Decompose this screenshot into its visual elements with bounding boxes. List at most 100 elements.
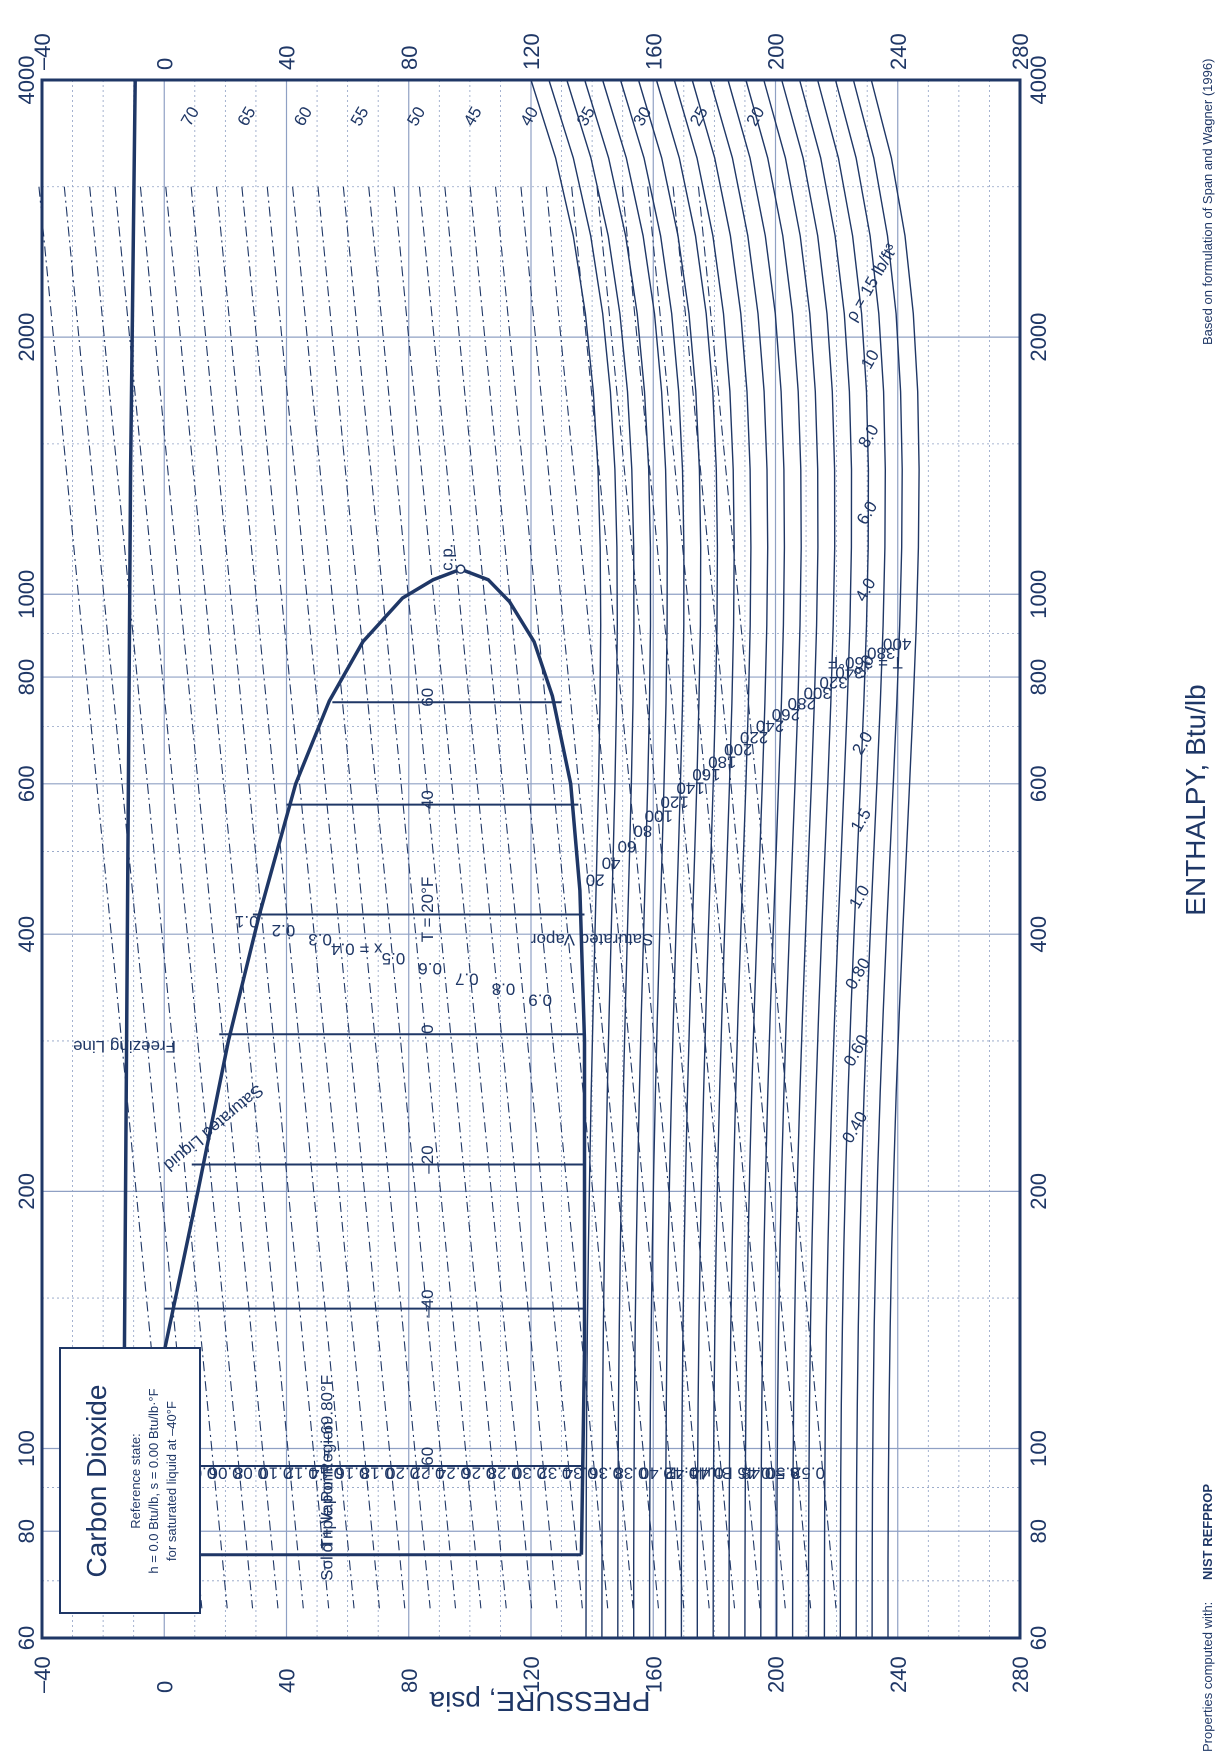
isotherm-label: 0 xyxy=(418,1024,437,1033)
enthalpy-tick-label: 80 xyxy=(397,46,422,70)
isotherm-label: 60 xyxy=(418,688,437,707)
plot-border xyxy=(40,78,1022,1640)
pressure-tick-label: 4000 xyxy=(1026,56,1051,105)
density-label: 60 xyxy=(290,103,316,129)
isotherm-label: T = 20°F xyxy=(418,877,437,943)
isentrope-label: 0.12 xyxy=(285,1464,318,1483)
isotherm-label: 40 xyxy=(418,790,437,809)
vapor-isotherm-label: 100 xyxy=(645,807,673,826)
isentrope-label: 0.34 xyxy=(564,1464,597,1483)
saturated-liquid-label: Saturated Liquid xyxy=(160,1081,267,1175)
vapor-isotherm xyxy=(673,79,735,1638)
enthalpy-tick-label: 160 xyxy=(641,1656,666,1693)
enthalpy-tick-label: 80 xyxy=(397,1669,422,1693)
pressure-tick-label: 2000 xyxy=(1026,313,1051,362)
isentrope-label: 0.06 xyxy=(209,1464,242,1483)
vapor-isotherm xyxy=(691,79,752,1639)
pressure-tick-label: 80 xyxy=(1026,1519,1051,1543)
pressure-tick-label: 2000 xyxy=(14,313,39,362)
isentrope-line xyxy=(647,186,786,1609)
enthalpy-tick-label: 240 xyxy=(886,1656,911,1693)
isentrope-label: 0.28 xyxy=(488,1464,521,1483)
triple-point-label: Triple Point = –69.80°F xyxy=(317,1375,336,1549)
isentrope-label: 0.40 xyxy=(640,1464,673,1483)
density-label: 2.0 xyxy=(848,728,876,758)
isentrope-line xyxy=(520,186,659,1609)
pressure-tick-label: 200 xyxy=(14,1173,39,1210)
isentrope-line xyxy=(469,186,609,1609)
freezing-line-label: Freezing Line xyxy=(73,1037,176,1056)
vapor-isotherm-label: 140 xyxy=(676,779,704,798)
isotherm-label: –20 xyxy=(418,1145,437,1173)
pressure-tick-label: 100 xyxy=(14,1430,39,1467)
isentrope-line xyxy=(215,186,355,1609)
vapor-isotherm xyxy=(709,79,769,1639)
chart-title: Carbon Dioxide xyxy=(81,1385,112,1578)
isentrope-label: 0.30 xyxy=(513,1464,546,1483)
isentrope-line xyxy=(672,186,812,1609)
vapor-isotherm xyxy=(745,79,802,1639)
density-label: 0.40 xyxy=(838,1108,871,1146)
isentrope-label: 0.08 xyxy=(234,1464,267,1483)
isentrope-label: s = 0.46 Btu/lb·°F xyxy=(666,1464,798,1483)
vapor-isotherm xyxy=(727,79,786,1639)
saturated-vapor-line xyxy=(460,567,587,1555)
vapor-isotherm-label: 220 xyxy=(740,728,768,747)
isentrope-label: 0.26 xyxy=(462,1464,495,1483)
vapor-isotherm-label: 180 xyxy=(708,752,736,771)
isentrope-label: 0.22 xyxy=(411,1464,444,1483)
vapor-isotherm xyxy=(834,79,887,1639)
density-label: 70 xyxy=(177,103,203,129)
density-label: 4.0 xyxy=(851,575,879,605)
isentrope-line xyxy=(418,186,558,1609)
isentrope-line xyxy=(139,186,279,1609)
enthalpy-tick-label: 120 xyxy=(519,1656,544,1693)
vapor-isotherm-label: 380 xyxy=(867,644,895,663)
isentrope-line xyxy=(317,186,457,1609)
isentrope-line xyxy=(697,186,837,1609)
density-label: 25 xyxy=(686,103,712,129)
isentrope-line xyxy=(241,186,380,1609)
quality-label: x = 0.4 xyxy=(331,940,383,959)
quality-label: 0.2 xyxy=(272,921,296,940)
quality-label: 0.3 xyxy=(308,930,332,949)
enthalpy-tick-label: 0 xyxy=(152,1681,177,1693)
isentrope-line xyxy=(444,186,583,1609)
isentrope-label: 0.38 xyxy=(614,1464,647,1483)
pressure-tick-label: 200 xyxy=(1026,1173,1051,1210)
vapor-isotherm-label: 80 xyxy=(633,822,652,841)
enthalpy-tick-label: 40 xyxy=(275,1669,300,1693)
pressure-tick-label: 4000 xyxy=(14,56,39,105)
isentrope-label: 0.42 xyxy=(665,1464,698,1483)
isentrope-label: 0.24 xyxy=(437,1464,470,1483)
vapor-isotherm xyxy=(548,79,619,1639)
density-label: 45 xyxy=(460,103,486,129)
source-note: Based on formulation of Span and Wagner … xyxy=(1200,59,1215,345)
pressure-tick-label: 600 xyxy=(1026,765,1051,802)
vapor-isotherm xyxy=(530,79,602,1639)
pressure-tick-label: 80 xyxy=(14,1519,39,1543)
enthalpy-tick-label: 120 xyxy=(519,33,544,70)
vapor-isotherm xyxy=(852,79,903,1639)
vapor-isotherm-label: T = 360°F xyxy=(828,653,903,672)
quality-label: 0.9 xyxy=(528,991,552,1010)
vapor-isotherm xyxy=(619,79,685,1638)
pressure-tick-label: 100 xyxy=(1026,1430,1051,1467)
pressure-tick-label: 400 xyxy=(14,916,39,953)
critical-point-marker xyxy=(455,564,466,574)
vapor-isotherm-label: 20 xyxy=(586,870,605,889)
isentrope-line xyxy=(266,186,406,1609)
solid-vapor-region-label: Solid + Vapor Region xyxy=(317,1421,336,1581)
pressure-tick-label: 60 xyxy=(14,1626,39,1650)
quality-label: 0.1 xyxy=(235,912,259,931)
x-axis-title: PRESSURE, psia xyxy=(429,1686,650,1717)
isentrope-line xyxy=(190,186,330,1609)
vapor-isotherm xyxy=(798,79,853,1639)
isentrope-label: 0.32 xyxy=(538,1464,571,1483)
computed-with-note: Properties computed with: xyxy=(1200,1602,1215,1752)
vapor-isotherm-label: 280 xyxy=(788,694,816,713)
density-label: 35 xyxy=(573,103,599,129)
isentrope-label: 0.52 xyxy=(792,1464,825,1483)
